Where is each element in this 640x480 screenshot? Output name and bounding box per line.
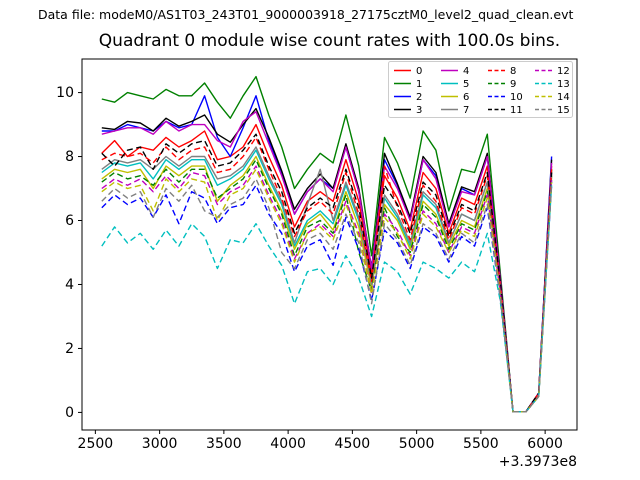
- series-line-12: [101, 165, 553, 413]
- series-line-7: [101, 146, 553, 413]
- legend-label-12: 12: [557, 66, 570, 77]
- legend-label-5: 5: [463, 79, 469, 90]
- svg-text:5000: 5000: [399, 436, 435, 452]
- series-line-13: [101, 185, 553, 413]
- svg-text:10: 10: [56, 85, 74, 101]
- legend-label-1: 1: [416, 79, 422, 90]
- x-axis-offset-label: +3.3973e8: [499, 454, 577, 470]
- y-axis: 0 2 4 6 8 10: [56, 85, 82, 421]
- legend-label-2: 2: [416, 92, 422, 103]
- legend-label-14: 14: [557, 92, 570, 103]
- svg-text:6000: 6000: [527, 436, 563, 452]
- series-line-8: [101, 136, 553, 413]
- series-line-9: [101, 158, 553, 413]
- legend-label-0: 0: [416, 66, 422, 77]
- legend-label-8: 8: [510, 66, 516, 77]
- svg-text:2500: 2500: [78, 436, 114, 452]
- legend-label-7: 7: [463, 105, 469, 116]
- series-line-6: [101, 155, 553, 413]
- legend-label-15: 15: [557, 105, 570, 116]
- svg-text:3500: 3500: [206, 436, 242, 452]
- series-line-11: [101, 133, 553, 413]
- svg-text:4500: 4500: [335, 436, 371, 452]
- svg-text:3000: 3000: [142, 436, 178, 452]
- legend-label-9: 9: [510, 79, 516, 90]
- svg-text:8: 8: [65, 149, 74, 165]
- svg-text:2: 2: [65, 341, 74, 357]
- svg-text:4000: 4000: [270, 436, 306, 452]
- data-file-text: Data file: modeM0/AS1T03_243T01_90000039…: [38, 7, 574, 22]
- series-line-10: [101, 184, 553, 413]
- plot-series: [101, 75, 553, 413]
- svg-text:5500: 5500: [463, 436, 499, 452]
- legend-label-11: 11: [510, 105, 523, 116]
- svg-text:+3.3973e8: +3.3973e8: [499, 454, 577, 470]
- series-line-4: [101, 111, 553, 413]
- axes-frame: [81, 58, 578, 431]
- svg-text:4: 4: [65, 277, 74, 293]
- svg-text:6: 6: [65, 213, 74, 229]
- chart-title: Quadrant 0 module wise count rates with …: [98, 31, 561, 51]
- series-line-1: [101, 75, 553, 413]
- legend-label-3: 3: [416, 105, 422, 116]
- series-line-14: [101, 168, 553, 413]
- svg-text:0: 0: [65, 405, 74, 421]
- series-line-3: [101, 107, 553, 413]
- x-axis: 2500 3000 3500 4000 4500 5000 5500 6000: [78, 430, 563, 452]
- legend-label-6: 6: [463, 92, 469, 103]
- legend-label-13: 13: [557, 79, 570, 90]
- legend-label-10: 10: [510, 92, 523, 103]
- legend-label-4: 4: [463, 66, 469, 77]
- series-line-15: [101, 178, 553, 413]
